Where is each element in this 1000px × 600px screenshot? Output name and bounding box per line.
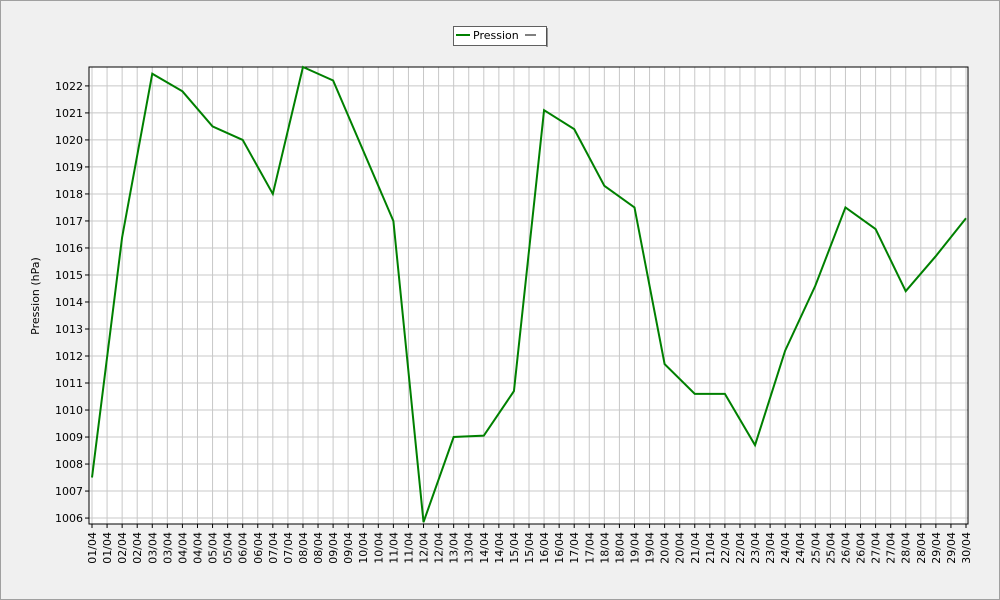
x-tick-label: 26/04 — [839, 532, 852, 564]
x-tick-label: 06/04 — [252, 532, 265, 564]
y-tick-label: 1019 — [55, 161, 83, 174]
x-tick-label: 24/04 — [779, 532, 792, 564]
y-tick-label: 1013 — [55, 323, 83, 336]
y-axis-label: Pression (hPa) — [29, 257, 42, 335]
x-tick-label: 12/04 — [418, 532, 431, 564]
x-tick-label: 02/04 — [116, 532, 129, 564]
x-tick-label: 09/04 — [327, 532, 340, 564]
x-tick-label: 19/04 — [628, 532, 641, 564]
x-tick-label: 25/04 — [809, 532, 822, 564]
x-tick-label: 03/04 — [146, 532, 159, 564]
plot-frame — [88, 66, 969, 525]
y-tick-label: 1011 — [55, 377, 83, 390]
x-tick-label: 16/04 — [538, 532, 551, 564]
x-tick-label: 03/04 — [161, 532, 174, 564]
x-tick-label: 15/04 — [508, 532, 521, 564]
x-tick-label: 15/04 — [523, 532, 536, 564]
x-tick-label: 01/04 — [86, 532, 99, 564]
y-tick-label: 1006 — [55, 512, 83, 525]
x-tick-label: 05/04 — [222, 532, 235, 564]
x-tick-label: 14/04 — [493, 532, 506, 564]
x-tick-label: 11/04 — [387, 532, 400, 564]
y-tick-label: 1017 — [55, 215, 83, 228]
x-tick-label: 28/04 — [915, 532, 928, 564]
y-tick-label: 1008 — [55, 458, 83, 471]
x-tick-label: 11/04 — [402, 532, 415, 564]
y-tick-label: 1015 — [55, 269, 83, 282]
x-tick-label: 19/04 — [644, 532, 657, 564]
x-tick-label: 02/04 — [131, 532, 144, 564]
x-tick-label: 23/04 — [749, 532, 762, 564]
y-tick-label: 1018 — [55, 188, 83, 201]
x-tick-label: 29/04 — [945, 532, 958, 564]
x-tick-label: 08/04 — [297, 532, 310, 564]
x-tick-label: 27/04 — [885, 532, 898, 564]
x-tick-label: 01/04 — [101, 532, 114, 564]
x-tick-label: 20/04 — [659, 532, 672, 564]
y-tick-label: 1010 — [55, 404, 83, 417]
legend-label: Pression — [473, 29, 519, 42]
y-tick-label: 1021 — [55, 107, 83, 120]
x-tick-label: 12/04 — [433, 532, 446, 564]
x-tick-label: 17/04 — [583, 532, 596, 564]
x-tick-label: 29/04 — [930, 532, 943, 564]
x-tick-label: 16/04 — [553, 532, 566, 564]
y-tick-label: 1007 — [55, 485, 83, 498]
x-tick-label: 27/04 — [870, 532, 883, 564]
x-tick-label: 17/04 — [568, 532, 581, 564]
x-tick-label: 04/04 — [191, 532, 204, 564]
x-tick-label: 22/04 — [734, 532, 747, 564]
x-tick-label: 24/04 — [794, 532, 807, 564]
x-tick-label: 25/04 — [824, 532, 837, 564]
y-tick-label: 1009 — [55, 431, 83, 444]
y-tick-label: 1022 — [55, 80, 83, 93]
x-tick-label: 18/04 — [613, 532, 626, 564]
x-tick-label: 20/04 — [674, 532, 687, 564]
y-tick-label: 1020 — [55, 134, 83, 147]
x-tick-label: 22/04 — [719, 532, 732, 564]
x-tick-label: 06/04 — [237, 532, 250, 564]
line-series — [91, 65, 967, 523]
y-tick-label: 1012 — [55, 350, 83, 363]
x-tick-label: 30/04 — [960, 532, 973, 564]
x-tick-label: 26/04 — [855, 532, 868, 564]
x-tick-label: 07/04 — [282, 532, 295, 564]
x-tick-label: 09/04 — [342, 532, 355, 564]
y-tick-label: 1016 — [55, 242, 83, 255]
x-tick-label: 21/04 — [704, 532, 717, 564]
x-tick-label: 04/04 — [176, 532, 189, 564]
x-tick-label: 21/04 — [689, 532, 702, 564]
x-tick-label: 13/04 — [448, 532, 461, 564]
x-tick-label: 14/04 — [478, 532, 491, 564]
x-tick-label: 08/04 — [312, 532, 325, 564]
x-tick-label: 18/04 — [598, 532, 611, 564]
x-tick-label: 10/04 — [357, 532, 370, 564]
x-tick-label: 23/04 — [764, 532, 777, 564]
x-tick-label: 05/04 — [207, 532, 220, 564]
x-tick-label: 13/04 — [463, 532, 476, 564]
y-tick-label: 1014 — [55, 296, 83, 309]
x-tick-label: 07/04 — [267, 532, 280, 564]
x-tick-label: 10/04 — [372, 532, 385, 564]
x-tick-label: 28/04 — [900, 532, 913, 564]
